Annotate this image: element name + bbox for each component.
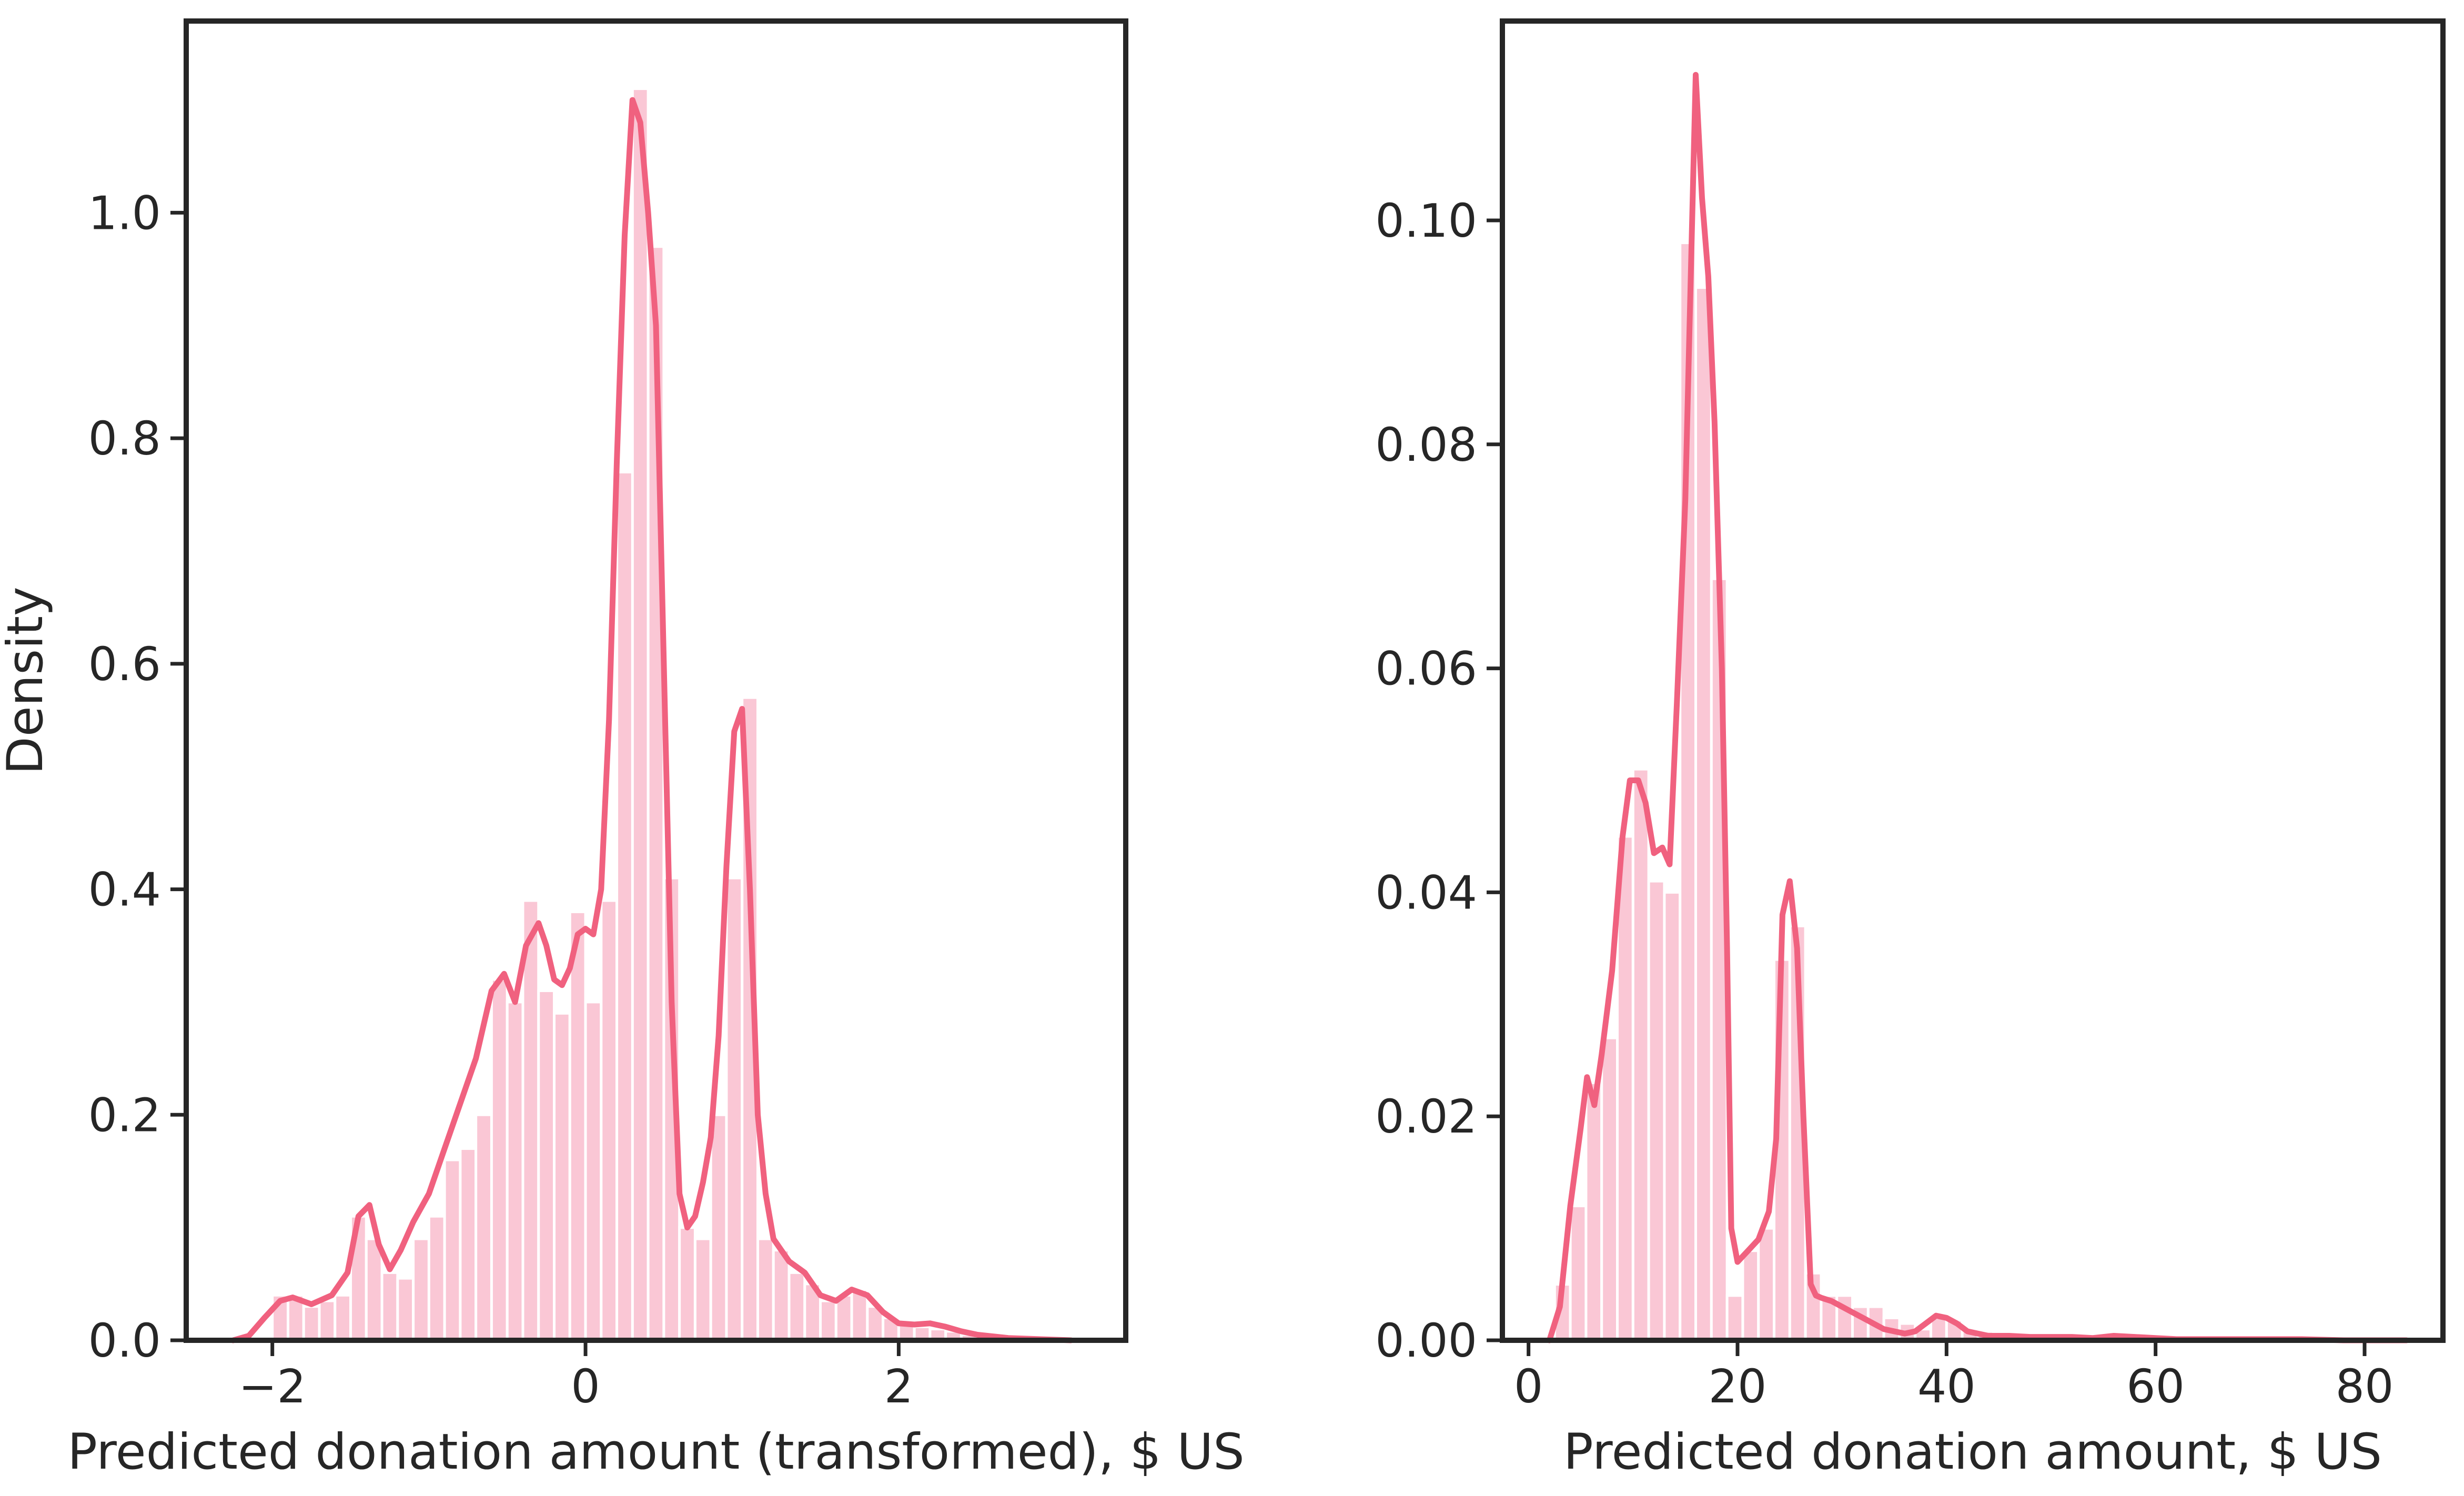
y-tick-label: 0.4 bbox=[88, 863, 161, 917]
histogram-bar bbox=[334, 1293, 352, 1342]
histogram-bar bbox=[553, 1012, 571, 1342]
axes-frame bbox=[184, 18, 1128, 1343]
x-tick-label: −2 bbox=[239, 1360, 306, 1413]
histogram-bar bbox=[600, 899, 619, 1342]
x-tick-label: 40 bbox=[1917, 1360, 1976, 1413]
y-tick-label: 0.04 bbox=[1375, 866, 1477, 919]
histogram-bar bbox=[459, 1147, 478, 1342]
histogram-bar bbox=[318, 1299, 337, 1342]
y-axis-ticks: 0.00 0.02 0.04 0.06 0.08 0.10 bbox=[1375, 194, 1502, 1368]
y-tick-label: 0.08 bbox=[1375, 418, 1477, 472]
histogram-bar bbox=[380, 1271, 399, 1342]
histogram-bar bbox=[506, 1000, 524, 1342]
chart-right: 0 20 40 60 80 0.00 0.02 0.04 0.06 0.08 0.10 Predi… bbox=[1375, 18, 2446, 1481]
x-tick-label: 20 bbox=[1709, 1360, 1767, 1413]
histogram-bar bbox=[521, 899, 540, 1342]
histogram-bar bbox=[443, 1158, 462, 1342]
histogram-bar bbox=[1694, 286, 1713, 1342]
histogram-bar bbox=[1647, 880, 1666, 1342]
y-tick-label: 1.0 bbox=[88, 186, 161, 240]
histogram-bar bbox=[631, 87, 650, 1342]
x-tick-label: 0 bbox=[571, 1360, 600, 1413]
histogram-bar bbox=[1725, 1294, 1744, 1342]
histogram-bar bbox=[819, 1299, 837, 1342]
x-axis-ticks: 0 20 40 60 80 bbox=[1514, 1340, 2394, 1413]
y-tick-label: 0.02 bbox=[1375, 1090, 1477, 1144]
y-tick-label: 0.2 bbox=[88, 1088, 161, 1142]
histogram-bar bbox=[756, 1237, 775, 1342]
histogram-bar bbox=[1663, 891, 1682, 1342]
x-tick-label: 2 bbox=[884, 1360, 913, 1413]
axes-frame bbox=[1500, 18, 2446, 1343]
y-tick-label: 0.00 bbox=[1375, 1314, 1477, 1368]
histogram-bar bbox=[1600, 1036, 1619, 1342]
histogram-bars bbox=[271, 87, 1057, 1342]
y-tick-label: 0.06 bbox=[1375, 642, 1477, 696]
histogram-bar bbox=[474, 1113, 493, 1342]
histogram-bar bbox=[787, 1271, 806, 1342]
histogram-bar bbox=[568, 910, 587, 1342]
histogram-bar bbox=[1569, 1205, 1588, 1342]
histogram-bar bbox=[365, 1237, 383, 1342]
histogram-bar bbox=[772, 1249, 791, 1342]
histogram-bar bbox=[678, 1226, 696, 1342]
histogram-bar bbox=[490, 978, 509, 1342]
x-tick-label: 80 bbox=[2336, 1360, 2394, 1413]
histogram-bar bbox=[1930, 1316, 1948, 1342]
chart-left: −2 0 2 0.0 0.2 0.4 0.6 0.8 1.0 Predicted donati… bbox=[0, 18, 1245, 1481]
y-axis-label: Density bbox=[0, 587, 54, 774]
histogram-bar bbox=[1631, 767, 1650, 1342]
histogram-bar bbox=[615, 470, 634, 1342]
y-axis-ticks: 0.0 0.2 0.4 0.6 0.8 1.0 bbox=[88, 186, 186, 1368]
histogram-bar bbox=[427, 1215, 446, 1342]
y-tick-label: 0.8 bbox=[88, 412, 161, 466]
histogram-bar bbox=[396, 1277, 415, 1342]
x-tick-label: 60 bbox=[2126, 1360, 2185, 1413]
histogram-bar bbox=[302, 1305, 321, 1342]
histogram-bar bbox=[693, 1237, 712, 1342]
kde-curve bbox=[230, 97, 1074, 1343]
histogram-bar bbox=[1616, 835, 1634, 1342]
kde-curve bbox=[1546, 72, 2409, 1343]
x-axis-label: Predicted donation amount, $ US bbox=[1563, 1423, 2382, 1481]
y-tick-label: 0.6 bbox=[88, 638, 161, 691]
x-tick-label: 0 bbox=[1514, 1360, 1543, 1413]
histogram-bar bbox=[1757, 1227, 1776, 1342]
histogram-bar bbox=[725, 876, 744, 1342]
histogram-bar bbox=[709, 1113, 728, 1342]
histogram-bar bbox=[1741, 1249, 1760, 1342]
histogram-bar bbox=[1584, 1081, 1603, 1342]
x-axis-ticks: −2 0 2 bbox=[239, 1340, 913, 1413]
x-axis-label: Predicted donation amount (transformed),… bbox=[67, 1423, 1245, 1481]
y-tick-label: 0.0 bbox=[88, 1314, 161, 1368]
histogram-bar bbox=[537, 989, 556, 1342]
y-tick-label: 0.10 bbox=[1375, 194, 1477, 248]
histogram-bar bbox=[412, 1237, 430, 1342]
histogram-bar bbox=[584, 1000, 603, 1342]
